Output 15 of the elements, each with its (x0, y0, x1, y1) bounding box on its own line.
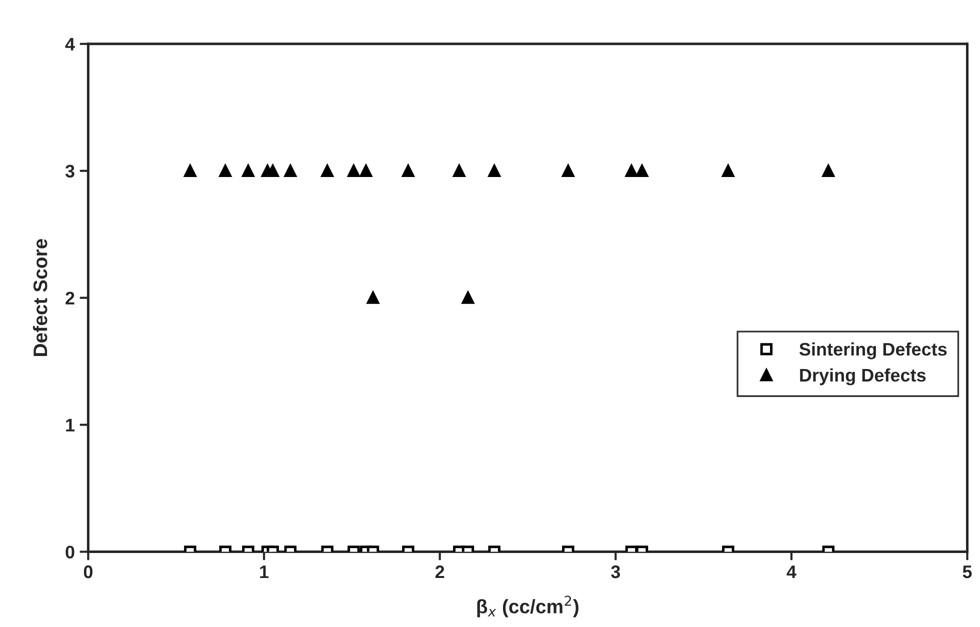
x-tick-label: 5 (962, 566, 972, 578)
legend-label: Sintering Defects (799, 342, 947, 360)
x-tick-label: 0 (84, 565, 92, 578)
x-tick-label: 3 (611, 565, 620, 578)
x-axis-title: β$_{x}$ (cc/cm$^{2}$) (477, 596, 578, 618)
y-tick-label: 3 (65, 164, 74, 178)
y-tick-label: 2 (66, 292, 74, 304)
x-tick-label: 1 (260, 566, 269, 578)
x-tick-label: 2 (435, 565, 444, 578)
y-tick-label: 1 (66, 418, 75, 432)
legend-label: Drying Defects (800, 368, 926, 386)
x-tick-label: 4 (786, 566, 796, 578)
y-tick-label: 4 (65, 38, 75, 50)
y-tick-label: 0 (66, 546, 74, 558)
y-axis-title: Defect Score (32, 239, 48, 356)
